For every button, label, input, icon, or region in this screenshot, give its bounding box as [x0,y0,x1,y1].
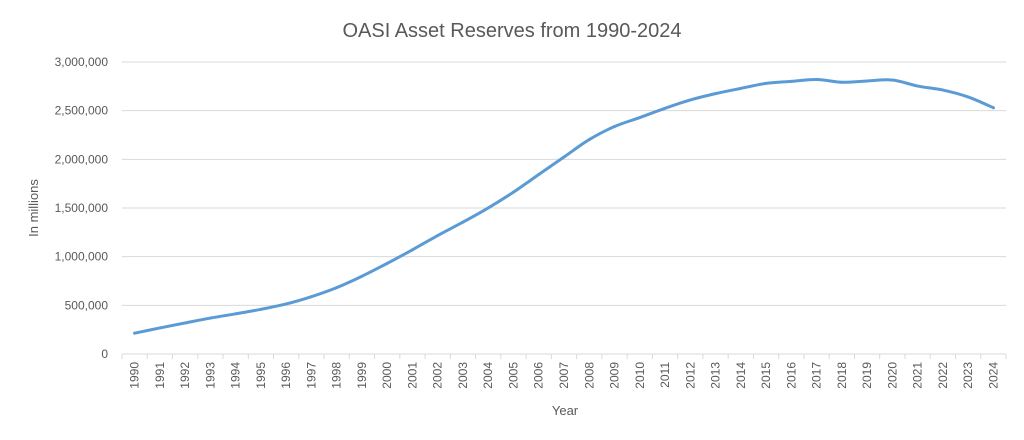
y-tick-label: 2,000,000 [55,152,109,166]
data-point-2010 [638,116,642,120]
data-point-1994 [234,312,238,316]
x-tick-label: 2003 [456,362,470,389]
x-tick-label: 2001 [405,362,419,389]
y-tick-label: 500,000 [65,298,109,312]
data-point-2008 [587,138,591,142]
x-tick-label: 2002 [431,362,445,389]
x-tick-label: 2023 [961,362,975,389]
x-tick-label: 1995 [254,362,268,389]
data-point-1996 [284,302,288,306]
x-tick-label: 1998 [330,362,344,389]
data-point-2012 [688,98,692,102]
x-tick-label: 2008 [582,362,596,389]
data-point-2016 [789,79,793,83]
data-point-2000 [385,261,389,265]
x-tick-label: 2020 [885,362,899,389]
x-tick-label: 1990 [128,362,142,389]
data-point-1995 [259,307,263,311]
data-point-2001 [410,248,414,252]
data-point-2002 [436,234,440,238]
y-tick-label: 3,000,000 [55,55,109,69]
y-tick-label: 2,500,000 [55,104,109,118]
x-tick-label: 2009 [608,362,622,389]
data-point-1999 [360,274,364,278]
x-tick-label: 1996 [279,362,293,389]
data-point-2020 [890,78,894,82]
x-tick-label: 2012 [683,362,697,389]
data-point-2005 [511,190,515,194]
data-point-2009 [613,125,617,129]
x-tick-label: 2021 [911,362,925,389]
x-tick-label: 1994 [229,362,243,389]
data-point-2004 [486,206,490,210]
x-tick-label: 2019 [860,362,874,389]
x-tick-label: 2024 [986,362,1000,389]
x-tick-label: 2000 [380,362,394,389]
x-tick-label: 2007 [557,362,571,389]
x-tick-label: 1999 [355,362,369,389]
data-point-2014 [739,86,743,90]
data-point-2006 [537,173,541,177]
data-point-1991 [158,326,162,330]
series-line [133,78,995,335]
data-point-2019 [865,79,869,83]
y-tick-label: 1,000,000 [55,250,109,264]
y-tick-label: 0 [101,347,108,361]
data-point-1998 [335,286,339,290]
data-point-2022 [941,88,945,92]
x-tick-label: 1992 [178,362,192,389]
x-tick-label: 2006 [532,362,546,389]
data-point-1992 [183,321,187,325]
data-point-2015 [764,81,768,85]
x-tick-label: 2013 [709,362,723,389]
data-point-2003 [461,220,465,224]
data-point-1990 [133,331,137,335]
x-tick-label: 2022 [936,362,950,389]
chart-title: OASI Asset Reserves from 1990-2024 [342,20,681,42]
data-point-1993 [208,316,212,320]
x-tick-label: 2018 [835,362,849,389]
x-tick-label: 1991 [153,362,167,389]
data-point-2023 [966,95,970,99]
x-tick-label: 2004 [481,362,495,389]
data-point-2007 [562,155,566,159]
y-tick-label: 1,500,000 [55,201,109,215]
x-tick-label: 2015 [759,362,773,389]
x-tick-label: 2014 [734,362,748,389]
data-point-2017 [815,78,819,82]
data-point-2011 [663,106,667,110]
x-tick-label: 2011 [658,362,672,388]
x-tick-label: 2016 [784,362,798,389]
y-axis-label: In millions [26,179,41,237]
data-point-2024 [991,106,995,110]
data-point-2021 [916,84,920,88]
x-tick-label: 2017 [810,362,824,389]
x-axis-label: Year [552,403,579,418]
x-tick-label: 2010 [633,362,647,389]
data-point-2013 [714,92,718,96]
x-tick-label: 1997 [304,362,318,389]
data-point-1997 [309,295,313,299]
data-point-2018 [840,80,844,84]
x-tick-label: 2005 [506,362,520,389]
x-tick-label: 1993 [203,362,217,389]
